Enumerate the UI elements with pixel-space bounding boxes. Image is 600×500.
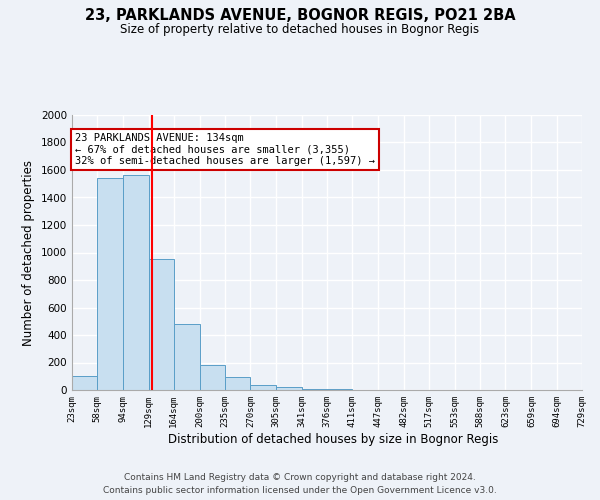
Bar	[200, 364, 225, 390]
Bar	[174, 324, 200, 390]
Text: Size of property relative to detached houses in Bognor Regis: Size of property relative to detached ho…	[121, 22, 479, 36]
Bar	[123, 176, 149, 390]
Bar	[225, 377, 250, 390]
Bar	[149, 260, 174, 390]
Text: 23 PARKLANDS AVENUE: 134sqm
← 67% of detached houses are smaller (3,355)
32% of : 23 PARKLANDS AVENUE: 134sqm ← 67% of det…	[75, 133, 375, 166]
Bar	[250, 385, 276, 390]
Text: Contains HM Land Registry data © Crown copyright and database right 2024.
Contai: Contains HM Land Registry data © Crown c…	[103, 472, 497, 494]
Bar	[97, 178, 123, 390]
Text: 23, PARKLANDS AVENUE, BOGNOR REGIS, PO21 2BA: 23, PARKLANDS AVENUE, BOGNOR REGIS, PO21…	[85, 8, 515, 22]
Bar	[302, 388, 327, 390]
Bar	[72, 376, 97, 390]
Y-axis label: Number of detached properties: Number of detached properties	[22, 160, 35, 346]
Bar	[276, 387, 302, 390]
Text: Distribution of detached houses by size in Bognor Regis: Distribution of detached houses by size …	[168, 432, 498, 446]
